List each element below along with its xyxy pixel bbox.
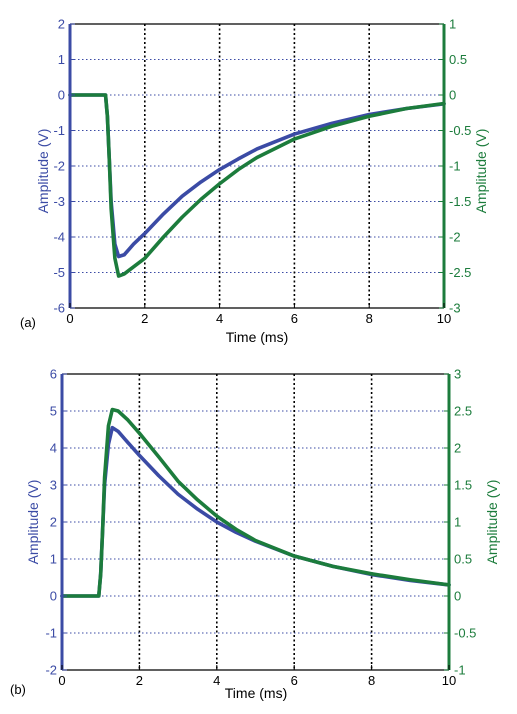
x-tick-label: 4	[216, 311, 223, 326]
series-line-blue-a	[68, 93, 446, 259]
panel-b: 0 2 4 6 8 10 -2 -1 0 1 2 3 4 5 6 -1 -0.5 0 0.5 1 1.5 2 2.5 3 (b…	[10, 367, 500, 702]
panel-label-b: (b)	[10, 682, 26, 697]
y-left-tick-label: 2	[58, 17, 65, 32]
x-tick-label: 2	[136, 673, 143, 688]
y-left-tick-label: 3	[50, 478, 57, 493]
y-left-tick-label: 6	[50, 367, 57, 382]
series-group-b	[60, 407, 451, 598]
y-left-tick-label: -2	[53, 159, 65, 174]
y-right-tick-label: 1.5	[454, 478, 472, 493]
y-right-tick-label: -1.5	[449, 194, 471, 209]
y-right-tick-label: -3	[449, 301, 461, 316]
y-right-tick-label: -2.5	[449, 265, 471, 280]
y-left-tick-label: 0	[58, 88, 65, 103]
y-right-axis-label-b: Amplitude (V)	[484, 480, 500, 565]
y-left-tick-label: 4	[50, 441, 57, 456]
series-line-green-b	[60, 407, 451, 598]
x-tick-label: 10	[437, 311, 451, 326]
x-tick-label: 8	[366, 311, 373, 326]
ticks-a: 0 2 4 6 8 10-6-5-4-3-2-1012-3-2.5-2-1.5-1-0.5…	[53, 17, 471, 327]
y-left-tick-label: 2	[50, 515, 57, 530]
y-right-tick-label: 0.5	[454, 552, 472, 567]
panel-a: 0 2 4 6 8 10-6-5-4-3-2-1012-3-2.5-2-1.5-1-0.5…	[20, 17, 489, 346]
x-axis-label-b: Time (ms)	[225, 685, 287, 701]
series-group-a	[68, 93, 446, 278]
y-left-axis-label-a: Amplitude (V)	[35, 129, 51, 214]
y-left-tick-label: -1	[45, 626, 57, 641]
x-tick-label: 0	[58, 673, 65, 688]
y-right-tick-label: -0.5	[449, 123, 471, 138]
y-right-tick-label: 2	[454, 441, 461, 456]
grid-b	[62, 374, 449, 670]
y-right-tick-label: -1	[454, 663, 466, 678]
y-left-tick-label: -5	[53, 265, 65, 280]
y-right-tick-label: 0.5	[449, 52, 467, 67]
y-right-tick-label: 1	[454, 515, 461, 530]
x-axis-label-a: Time (ms)	[226, 329, 288, 345]
x-tick-label: 8	[368, 673, 375, 688]
grid-a	[70, 24, 444, 308]
x-tick-label: 2	[141, 311, 148, 326]
panel-label-a: (a)	[20, 315, 36, 330]
y-left-tick-label: -3	[53, 194, 65, 209]
y-left-tick-label: 0	[50, 589, 57, 604]
y-right-tick-label: -0.5	[454, 626, 476, 641]
ticks-b: 0 2 4 6 8 10 -2 -1 0 1 2 3 4 5 6 -1 -0.5 0 0.5 1 1.5 2 2.5 3	[45, 367, 476, 689]
x-tick-label: 4	[213, 673, 220, 688]
y-right-tick-label: 3	[454, 367, 461, 382]
x-tick-label: 6	[291, 673, 298, 688]
y-right-tick-label: 0	[449, 88, 456, 103]
y-left-tick-label: -4	[53, 230, 65, 245]
y-right-tick-label: 0	[454, 589, 461, 604]
y-left-tick-label: 5	[50, 404, 57, 419]
y-left-tick-label: -1	[53, 123, 65, 138]
y-left-tick-label: -6	[53, 301, 65, 316]
x-tick-label: 10	[442, 673, 456, 688]
y-right-tick-label: 2.5	[454, 404, 472, 419]
y-left-tick-label: 1	[58, 52, 65, 67]
x-tick-label: 0	[66, 311, 73, 326]
x-tick-label: 6	[291, 311, 298, 326]
y-right-tick-label: -2	[449, 230, 461, 245]
y-left-tick-label: -2	[45, 663, 57, 678]
series-line-blue-b	[60, 425, 451, 598]
y-left-axis-label-b: Amplitude (V)	[25, 480, 41, 565]
y-right-axis-label-a: Amplitude (V)	[473, 129, 489, 214]
y-left-tick-label: 1	[50, 552, 57, 567]
y-right-tick-label: -1	[449, 159, 461, 174]
y-right-tick-label: 1	[449, 17, 456, 32]
series-line-green-a	[68, 93, 446, 278]
